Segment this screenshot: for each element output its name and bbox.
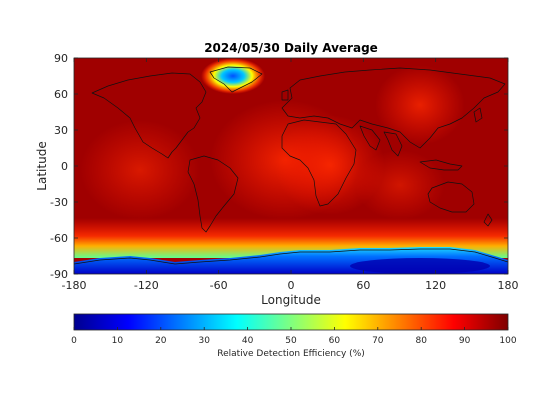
- colorbar-tick-label: 20: [155, 336, 167, 346]
- coastline-india: [359, 125, 381, 151]
- coastline-australia: [427, 181, 475, 213]
- coastlines: [74, 66, 508, 265]
- colorbar-tick-label: 60: [329, 336, 341, 346]
- y-tick-label: -60: [50, 232, 68, 245]
- colorbar-ticks: 0 10 20 30 40 50 60 70 80 90 100: [71, 327, 517, 346]
- x-axis: -180 -120 -60 0 60 120 180: [62, 58, 519, 292]
- heatmap-field: [74, 58, 508, 274]
- heatmap-region-asia: [375, 65, 465, 145]
- y-axis-label: Latitude: [35, 141, 49, 190]
- y-tick-label: 90: [54, 52, 68, 65]
- coastline-south-asia: [383, 131, 403, 157]
- colorbar-tick-label: 80: [415, 336, 427, 346]
- y-tick-label: 30: [54, 124, 68, 137]
- y-axis: 90 60 30 0 -30 -60 -90: [50, 52, 508, 281]
- y-tick-label: -90: [50, 268, 68, 281]
- colorbar-tick-label: 50: [285, 336, 297, 346]
- x-tick-label: -180: [62, 279, 87, 292]
- coastline-africa: [281, 119, 357, 207]
- x-tick-label: -60: [210, 279, 228, 292]
- y-tick-label: -30: [50, 196, 68, 209]
- coastline-greenland: [209, 66, 263, 93]
- coastline-north-america: [91, 72, 207, 159]
- coastline-britain: [281, 89, 289, 101]
- x-tick-label: 0: [288, 279, 295, 292]
- colorbar-tick-label: 100: [499, 336, 516, 346]
- y-tick-label: 60: [54, 88, 68, 101]
- x-tick-label: 180: [498, 279, 519, 292]
- coastline-indonesia: [419, 159, 463, 171]
- heatmap-region-pacific: [80, 120, 200, 220]
- x-tick-label: -120: [134, 279, 159, 292]
- colorbar-tick-label: 90: [459, 336, 471, 346]
- coastline-japan: [473, 107, 483, 123]
- heatmap-region-indian: [355, 150, 445, 220]
- y-tick-label: 0: [61, 160, 68, 173]
- heatmap-antarctica-core: [350, 258, 490, 274]
- x-tick-label: 60: [356, 279, 370, 292]
- coastline-antarctica: [74, 248, 508, 265]
- colorbar-tick-label: 30: [198, 336, 210, 346]
- coastline-south-america: [187, 155, 239, 233]
- colorbar-tick-label: 0: [71, 336, 77, 346]
- colorbar-tick-label: 70: [372, 336, 384, 346]
- coastline-eurasia: [281, 67, 506, 149]
- chart-title: 2024/05/30 Daily Average: [204, 41, 378, 55]
- colorbar-label: Relative Detection Efficiency (%): [217, 349, 365, 359]
- coastline-new-zealand: [483, 213, 493, 227]
- colorbar-tick-label: 40: [242, 336, 254, 346]
- x-axis-label: Longitude: [261, 293, 321, 307]
- colorbar-tick-label: 10: [112, 336, 124, 346]
- x-tick-label: 120: [425, 279, 446, 292]
- heatmap-greenland-minimum: [201, 58, 265, 94]
